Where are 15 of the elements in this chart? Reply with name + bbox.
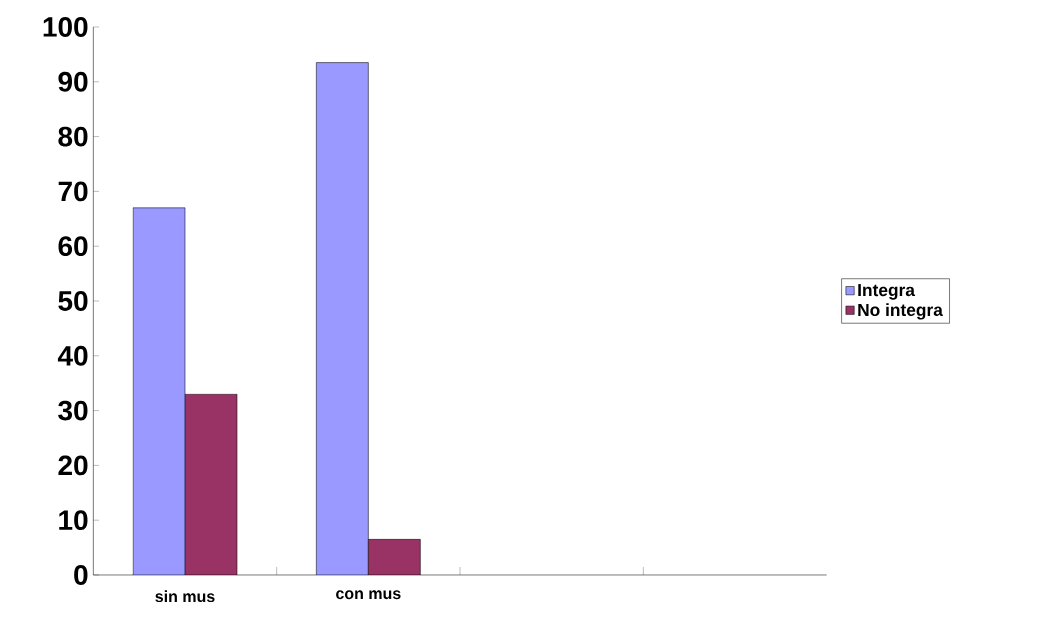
y-tick-label: 10 bbox=[59, 510, 88, 531]
y-tick-label: 20 bbox=[58, 455, 88, 476]
y-tick-label: 100 bbox=[43, 17, 88, 37]
y-tick-label: 60 bbox=[58, 236, 88, 257]
y-tick-label: 90 bbox=[58, 71, 88, 92]
y-tick-label: 50 bbox=[58, 291, 88, 311]
y-tick-label: 0 bbox=[74, 565, 88, 585]
legend-label: No integra bbox=[858, 303, 943, 320]
y-tick-label: 30 bbox=[58, 400, 88, 421]
y-tick-label: 70 bbox=[58, 181, 88, 202]
y-tick-label: 40 bbox=[57, 345, 88, 366]
legend-label: Integra bbox=[858, 284, 916, 300]
x-tick-label: sin mus bbox=[155, 590, 215, 603]
x-tick-label: con mus bbox=[336, 590, 401, 600]
y-tick-label: 80 bbox=[58, 126, 88, 147]
